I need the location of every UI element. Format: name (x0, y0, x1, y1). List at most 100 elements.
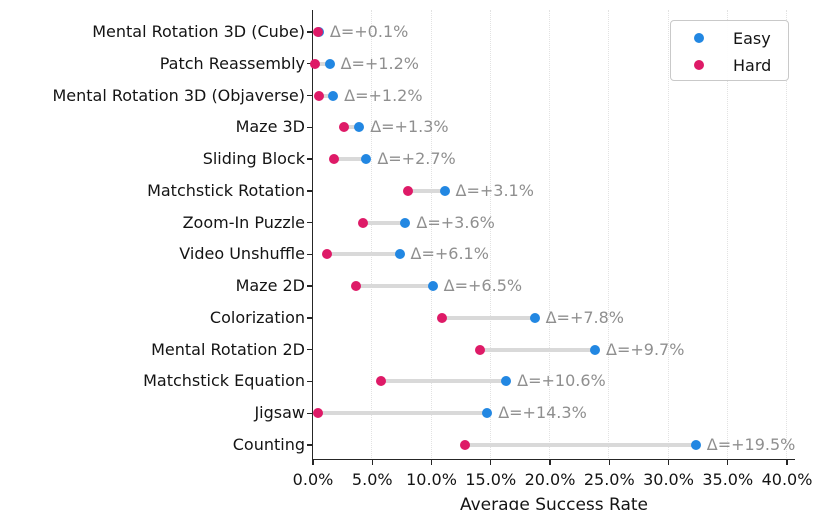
category-label: Matchstick Equation (143, 371, 305, 391)
category-label: Maze 3D (235, 117, 305, 137)
legend-entry-hard: Hard (671, 55, 771, 75)
delta-label: Δ=+2.7% (377, 149, 456, 169)
easy-dot-icon (694, 33, 704, 43)
y-tick (306, 412, 312, 414)
y-tick (306, 221, 312, 224)
x-tick (549, 460, 551, 465)
x-axis-label: Average Success Rate (459, 495, 649, 510)
delta-label: Δ=+1.3% (370, 117, 449, 137)
category-label: Maze 2D (235, 276, 305, 296)
category-label: Zoom-In Puzzle (182, 212, 305, 232)
y-tick (306, 126, 312, 128)
easy-dot (590, 344, 601, 355)
x-tick-label: 0.0% (292, 470, 334, 489)
hard-dot (338, 122, 349, 133)
delta-label: Δ=+10.6% (517, 371, 606, 391)
x-tick (490, 460, 492, 465)
delta-label: Δ=+7.8% (545, 307, 624, 327)
x-axis-spine (311, 458, 795, 461)
delta-label: Δ=+3.6% (416, 212, 495, 232)
easy-dot (427, 281, 438, 292)
legend-label-easy: Easy (733, 28, 771, 48)
x-tick-label: 20.0% (524, 470, 576, 489)
x-tick (371, 460, 373, 465)
connector (407, 188, 445, 193)
y-tick (306, 63, 312, 65)
category-label: Matchstick Rotation (147, 180, 305, 200)
x-tick-label: 30.0% (643, 470, 694, 489)
delta-label: Δ=+6.1% (410, 244, 489, 264)
easy-dot (690, 440, 701, 450)
hard-dot (310, 58, 321, 69)
connector (334, 157, 367, 162)
x-tick-label: 35.0% (702, 470, 754, 489)
x-tick (727, 460, 729, 465)
connector (315, 61, 330, 66)
hard-dot (475, 344, 486, 355)
delta-label: Δ=+9.7% (606, 339, 685, 359)
y-tick (306, 349, 312, 351)
y-axis-spine (311, 10, 314, 460)
grid-line (786, 10, 787, 460)
category-label: Video Unshuffle (179, 244, 305, 264)
hard-dot (312, 27, 323, 37)
grid-line (667, 10, 669, 460)
connector (362, 220, 406, 225)
easy-dot (482, 408, 493, 419)
category-label: Colorization (209, 307, 305, 327)
y-tick (306, 253, 312, 256)
x-tick-label: 10.0% (406, 470, 457, 489)
y-tick (306, 380, 312, 383)
hard-dot (312, 408, 323, 419)
easy-dot (394, 249, 405, 260)
category-label: Sliding Block (202, 149, 305, 169)
y-tick (306, 158, 312, 160)
easy-dot (361, 154, 372, 165)
easy-dot (400, 217, 411, 228)
y-tick (306, 94, 312, 97)
legend: Easy Hard (670, 20, 789, 81)
x-tick-label: 15.0% (465, 470, 517, 489)
x-tick-label: 5.0% (351, 470, 393, 489)
category-label: Patch Reassembly (159, 53, 305, 73)
y-tick (306, 31, 312, 33)
x-tick (608, 460, 610, 465)
hard-dot (329, 154, 340, 165)
delta-label: Δ=+0.1% (329, 22, 409, 41)
delta-label: Δ=+1.2% (344, 85, 423, 105)
delta-label: Δ=+1.2% (340, 53, 419, 73)
connector (480, 347, 596, 352)
y-tick (306, 285, 312, 287)
easy-dot (328, 90, 339, 101)
hard-dot-icon (694, 60, 704, 70)
category-label: Mental Rotation 3D (Cube) (92, 22, 305, 41)
x-tick (430, 460, 433, 465)
y-tick (306, 317, 312, 319)
x-tick-label: 25.0% (583, 470, 635, 489)
hard-dot (459, 440, 470, 450)
connector (318, 93, 334, 98)
hard-dot (375, 376, 386, 387)
hard-dot (350, 281, 361, 292)
delta-label: Δ=+14.3% (498, 403, 587, 423)
delta-label: Δ=+6.5% (443, 276, 523, 296)
grid-line (430, 10, 432, 460)
y-tick (306, 444, 312, 446)
x-tick (312, 460, 314, 465)
hard-dot (357, 217, 368, 228)
easy-dot (529, 312, 540, 323)
easy-dot (354, 122, 365, 133)
grid-line (608, 10, 610, 460)
grid-line (726, 10, 728, 460)
easy-dot (501, 376, 512, 387)
connector (343, 125, 360, 130)
connector (317, 411, 488, 416)
hard-dot (322, 249, 333, 260)
connector (464, 443, 696, 447)
hard-dot (402, 185, 413, 196)
delta-label: Δ=+3.1% (455, 180, 534, 200)
grid-line (489, 10, 491, 460)
category-label: Mental Rotation 2D (151, 339, 305, 359)
category-label: Jigsaw (254, 403, 305, 423)
